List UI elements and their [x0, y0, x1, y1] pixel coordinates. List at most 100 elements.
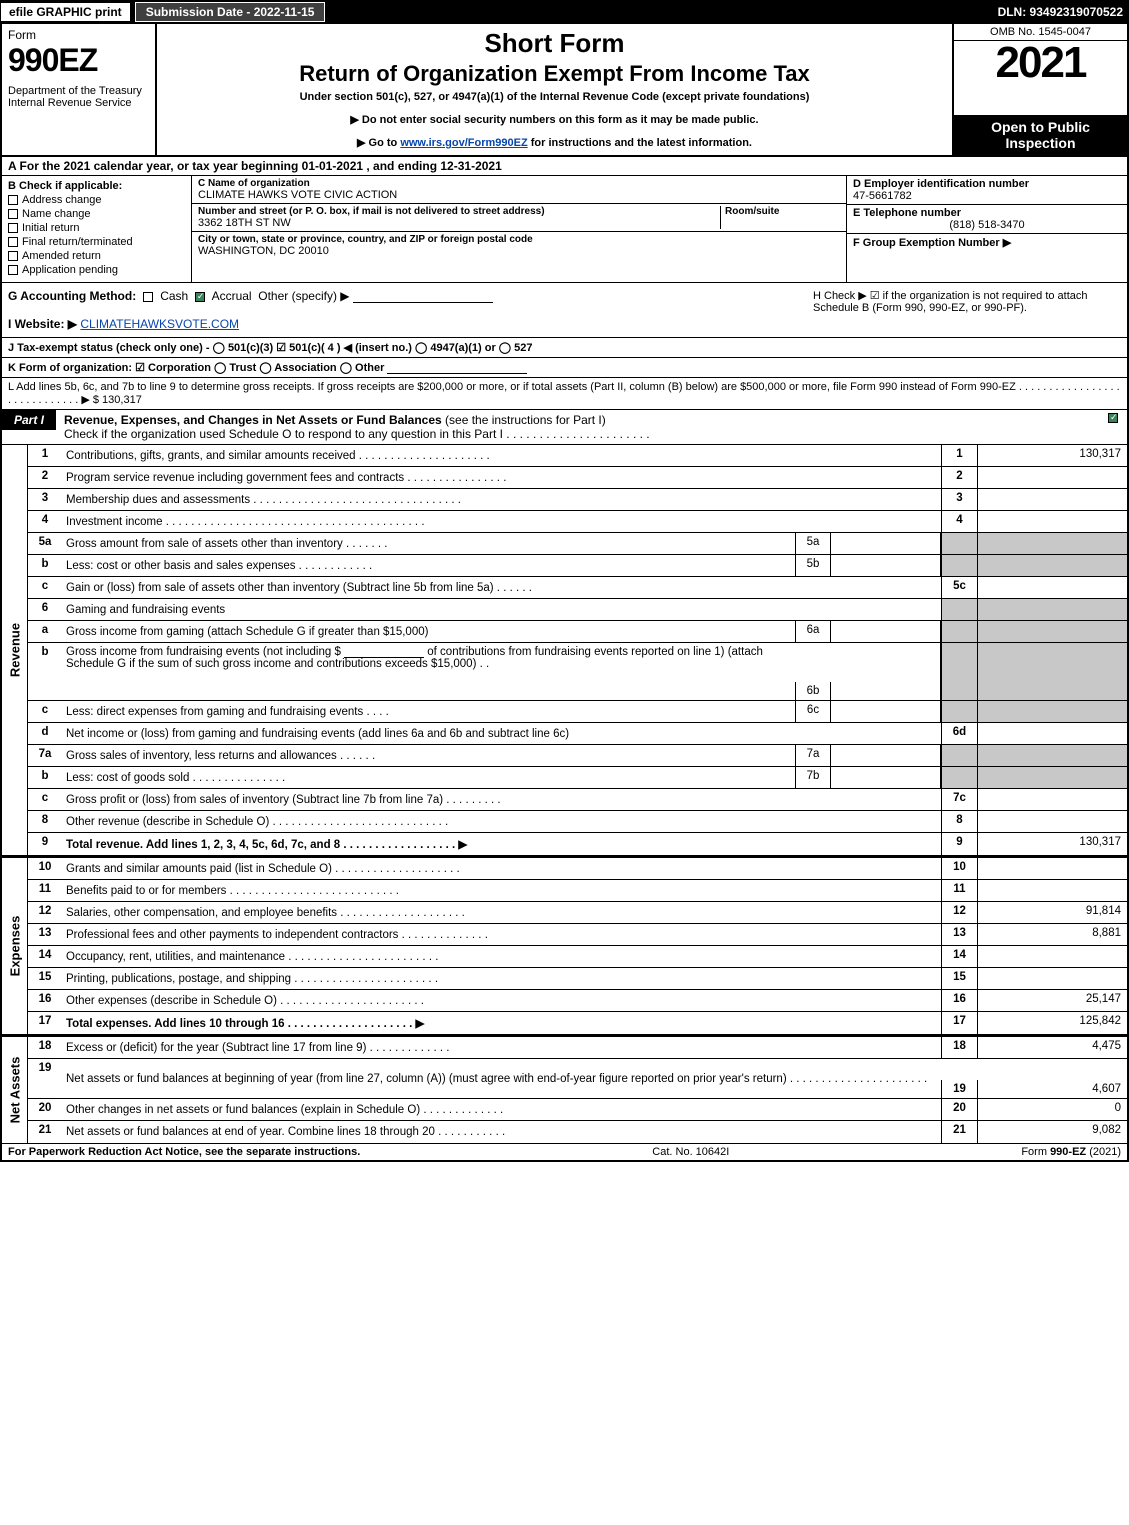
- line-amount-grey: [977, 745, 1127, 766]
- line-17: 17Total expenses. Add lines 10 through 1…: [28, 1012, 1127, 1034]
- line-num: 13: [28, 924, 62, 945]
- line-desc: Net income or (loss) from gaming and fun…: [62, 723, 941, 744]
- line-desc: Excess or (deficit) for the year (Subtra…: [62, 1037, 941, 1058]
- chk-initial-return[interactable]: Initial return: [8, 222, 185, 234]
- line-amount-grey: [977, 599, 1127, 620]
- g-cash-checkbox[interactable]: [143, 292, 153, 302]
- l-text: L Add lines 5b, 6c, and 7b to line 9 to …: [8, 381, 1120, 406]
- footer-right-post: (2021): [1086, 1146, 1121, 1158]
- line-amount: [977, 489, 1127, 510]
- line-desc: Gross amount from sale of assets other t…: [62, 533, 795, 554]
- line-desc: Gain or (loss) from sale of assets other…: [62, 577, 941, 598]
- revenue-lines: 1Contributions, gifts, grants, and simil…: [28, 445, 1127, 855]
- efile-print-button[interactable]: efile GRAPHIC print: [0, 2, 131, 22]
- chk-initial-return-label: Initial return: [22, 222, 79, 234]
- website-link[interactable]: CLIMATEHAWKSVOTE.COM: [80, 317, 239, 331]
- line-num: 3: [28, 489, 62, 510]
- line-subref: 6b: [795, 682, 831, 700]
- line-ref: 1: [941, 445, 977, 466]
- g-cash-label: Cash: [160, 289, 188, 303]
- line-subref: 5a: [795, 533, 831, 554]
- row-g: G Accounting Method: Cash Accrual Other …: [2, 283, 807, 337]
- line-desc: Less: direct expenses from gaming and fu…: [62, 701, 795, 722]
- line-ref-grey: [941, 621, 977, 642]
- line-ref: 18: [941, 1037, 977, 1058]
- chk-name-change[interactable]: Name change: [8, 208, 185, 220]
- header-left: Form 990EZ Department of the Treasury In…: [2, 24, 157, 155]
- line-desc: Benefits paid to or for members . . . . …: [62, 880, 941, 901]
- line-ref-grey: [941, 555, 977, 576]
- part-1-subtitle: Check if the organization used Schedule …: [64, 427, 650, 441]
- part-1-schedule-o-checkbox[interactable]: [1103, 410, 1127, 424]
- line-desc: Less: cost or other basis and sales expe…: [62, 555, 795, 576]
- line-desc: Other changes in net assets or fund bala…: [62, 1099, 941, 1120]
- c-addr-label: Number and street (or P. O. box, if mail…: [198, 206, 720, 217]
- line-ref: 12: [941, 902, 977, 923]
- line-4: 4Investment income . . . . . . . . . . .…: [28, 511, 1127, 533]
- line-desc: Total expenses. Add lines 10 through 16 …: [62, 1012, 941, 1034]
- k-other-input[interactable]: [387, 362, 527, 374]
- line-num: 4: [28, 511, 62, 532]
- chk-final-return[interactable]: Final return/terminated: [8, 236, 185, 248]
- line-num: 11: [28, 880, 62, 901]
- line-ref: 13: [941, 924, 977, 945]
- form-label: Form: [8, 28, 149, 42]
- line-ref-grey: [941, 533, 977, 554]
- line-amount: 9,082: [977, 1121, 1127, 1143]
- form-instruction-2: ▶ Go to www.irs.gov/Form990EZ for instru…: [167, 136, 942, 149]
- revenue-section: Revenue 1Contributions, gifts, grants, a…: [0, 445, 1129, 856]
- row-k: K Form of organization: ☑ Corporation ◯ …: [0, 358, 1129, 378]
- line-ref: 15: [941, 968, 977, 989]
- line-6b: bGross income from fundraising events (n…: [28, 643, 1127, 701]
- line-10: 10Grants and similar amounts paid (list …: [28, 858, 1127, 880]
- line-desc: Gross sales of inventory, less returns a…: [62, 745, 795, 766]
- line-21: 21Net assets or fund balances at end of …: [28, 1121, 1127, 1143]
- form-number: 990EZ: [8, 42, 149, 79]
- line-subval: [831, 701, 941, 722]
- line-amount: 25,147: [977, 990, 1127, 1011]
- g-other-input[interactable]: [353, 291, 493, 303]
- line-6b-blank[interactable]: [344, 646, 424, 658]
- line-desc: Gross profit or (loss) from sales of inv…: [62, 789, 941, 810]
- line-desc: Investment income . . . . . . . . . . . …: [62, 511, 941, 532]
- part-1-header: Part I Revenue, Expenses, and Changes in…: [0, 410, 1129, 445]
- row-gh: G Accounting Method: Cash Accrual Other …: [0, 283, 1129, 338]
- line-desc: Total revenue. Add lines 1, 2, 3, 4, 5c,…: [62, 833, 941, 855]
- g-accrual-checkbox[interactable]: [195, 292, 205, 302]
- line-ref: 19: [941, 1080, 977, 1098]
- chk-application-pending[interactable]: Application pending: [8, 264, 185, 276]
- line-ref: 7c: [941, 789, 977, 810]
- line-3: 3Membership dues and assessments . . . .…: [28, 489, 1127, 511]
- department-label: Department of the Treasury Internal Reve…: [8, 85, 149, 109]
- line-ref: 8: [941, 811, 977, 832]
- line-19: 19Net assets or fund balances at beginni…: [28, 1059, 1127, 1099]
- line-num: 12: [28, 902, 62, 923]
- line-5b: bLess: cost or other basis and sales exp…: [28, 555, 1127, 577]
- d-label: D Employer identification number: [853, 178, 1121, 190]
- line-ref: 5c: [941, 577, 977, 598]
- line-num: 14: [28, 946, 62, 967]
- line-num: 21: [28, 1121, 62, 1143]
- line-subval: [831, 643, 941, 700]
- chk-address-change[interactable]: Address change: [8, 194, 185, 206]
- line-num: c: [28, 789, 62, 810]
- line-desc: Net assets or fund balances at beginning…: [62, 1059, 941, 1098]
- org-name: CLIMATE HAWKS VOTE CIVIC ACTION: [198, 189, 840, 201]
- submission-date: Submission Date - 2022-11-15: [135, 2, 326, 22]
- line-amount: 4,475: [977, 1037, 1127, 1058]
- line-18: 18Excess or (deficit) for the year (Subt…: [28, 1037, 1127, 1059]
- line-ref-grey: [941, 643, 977, 700]
- line-amount: 0: [977, 1099, 1127, 1120]
- line-subref: 5b: [795, 555, 831, 576]
- line-5a: 5aGross amount from sale of assets other…: [28, 533, 1127, 555]
- chk-amended-return[interactable]: Amended return: [8, 250, 185, 262]
- line-ref: 20: [941, 1099, 977, 1120]
- line-amount: 130,317: [977, 445, 1127, 466]
- irs-link[interactable]: www.irs.gov/Form990EZ: [400, 137, 527, 149]
- line-1: 1Contributions, gifts, grants, and simil…: [28, 445, 1127, 467]
- line-amount: [977, 723, 1127, 744]
- footer-right-bold: 990-EZ: [1050, 1146, 1086, 1158]
- line-ref: 3: [941, 489, 977, 510]
- part-1-tab: Part I: [2, 410, 56, 430]
- line-desc: Gross income from fundraising events (no…: [62, 643, 795, 700]
